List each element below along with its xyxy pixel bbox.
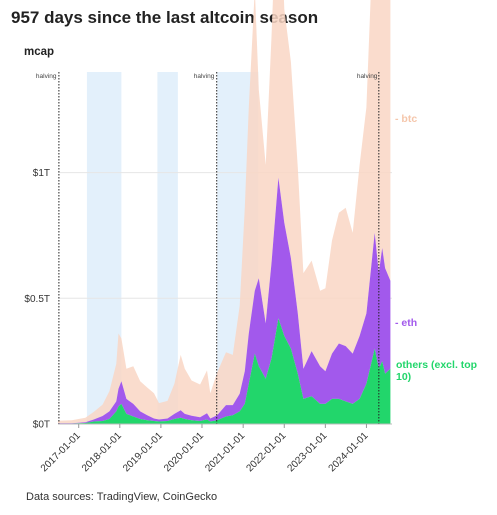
series-label-others: others (excl. top [396, 359, 477, 371]
x-tick-label: 2017-01-01 [39, 430, 83, 474]
halving-label: halving [357, 73, 378, 80]
halving-label: halving [36, 73, 57, 80]
series-label-eth: - eth [395, 317, 417, 329]
altcoin-season-band-1 [86, 72, 122, 424]
x-tick-label: 2024-01-01 [327, 430, 371, 474]
series-area-btc [58, 0, 391, 424]
series-area-others [58, 318, 391, 424]
y-axis-label: mcap [24, 46, 55, 58]
chart-title: 957 days since the last altcoin season [11, 8, 319, 27]
altcoin-season-band-2 [157, 72, 178, 424]
x-tick-label: 2022-01-01 [244, 430, 288, 474]
x-tick-label: 2021-01-01 [203, 430, 247, 474]
data-sources-note: Data sources: TradingView, CoinGecko [26, 491, 218, 503]
x-tick-label: 2020-01-01 [162, 430, 206, 474]
y-tick-label: $1T [33, 168, 50, 179]
y-tick-label: $0.5T [24, 294, 50, 305]
series-area-eth [58, 177, 391, 424]
series-label-others-cont: 10) [396, 371, 411, 383]
x-tick-label: 2023-01-01 [286, 430, 330, 474]
y-tick-label: $0T [33, 420, 50, 431]
x-tick-label: 2019-01-01 [121, 430, 165, 474]
series-label-btc: - btc [395, 113, 417, 125]
halving-label: halving [194, 73, 215, 80]
x-tick-label: 2018-01-01 [80, 430, 124, 474]
